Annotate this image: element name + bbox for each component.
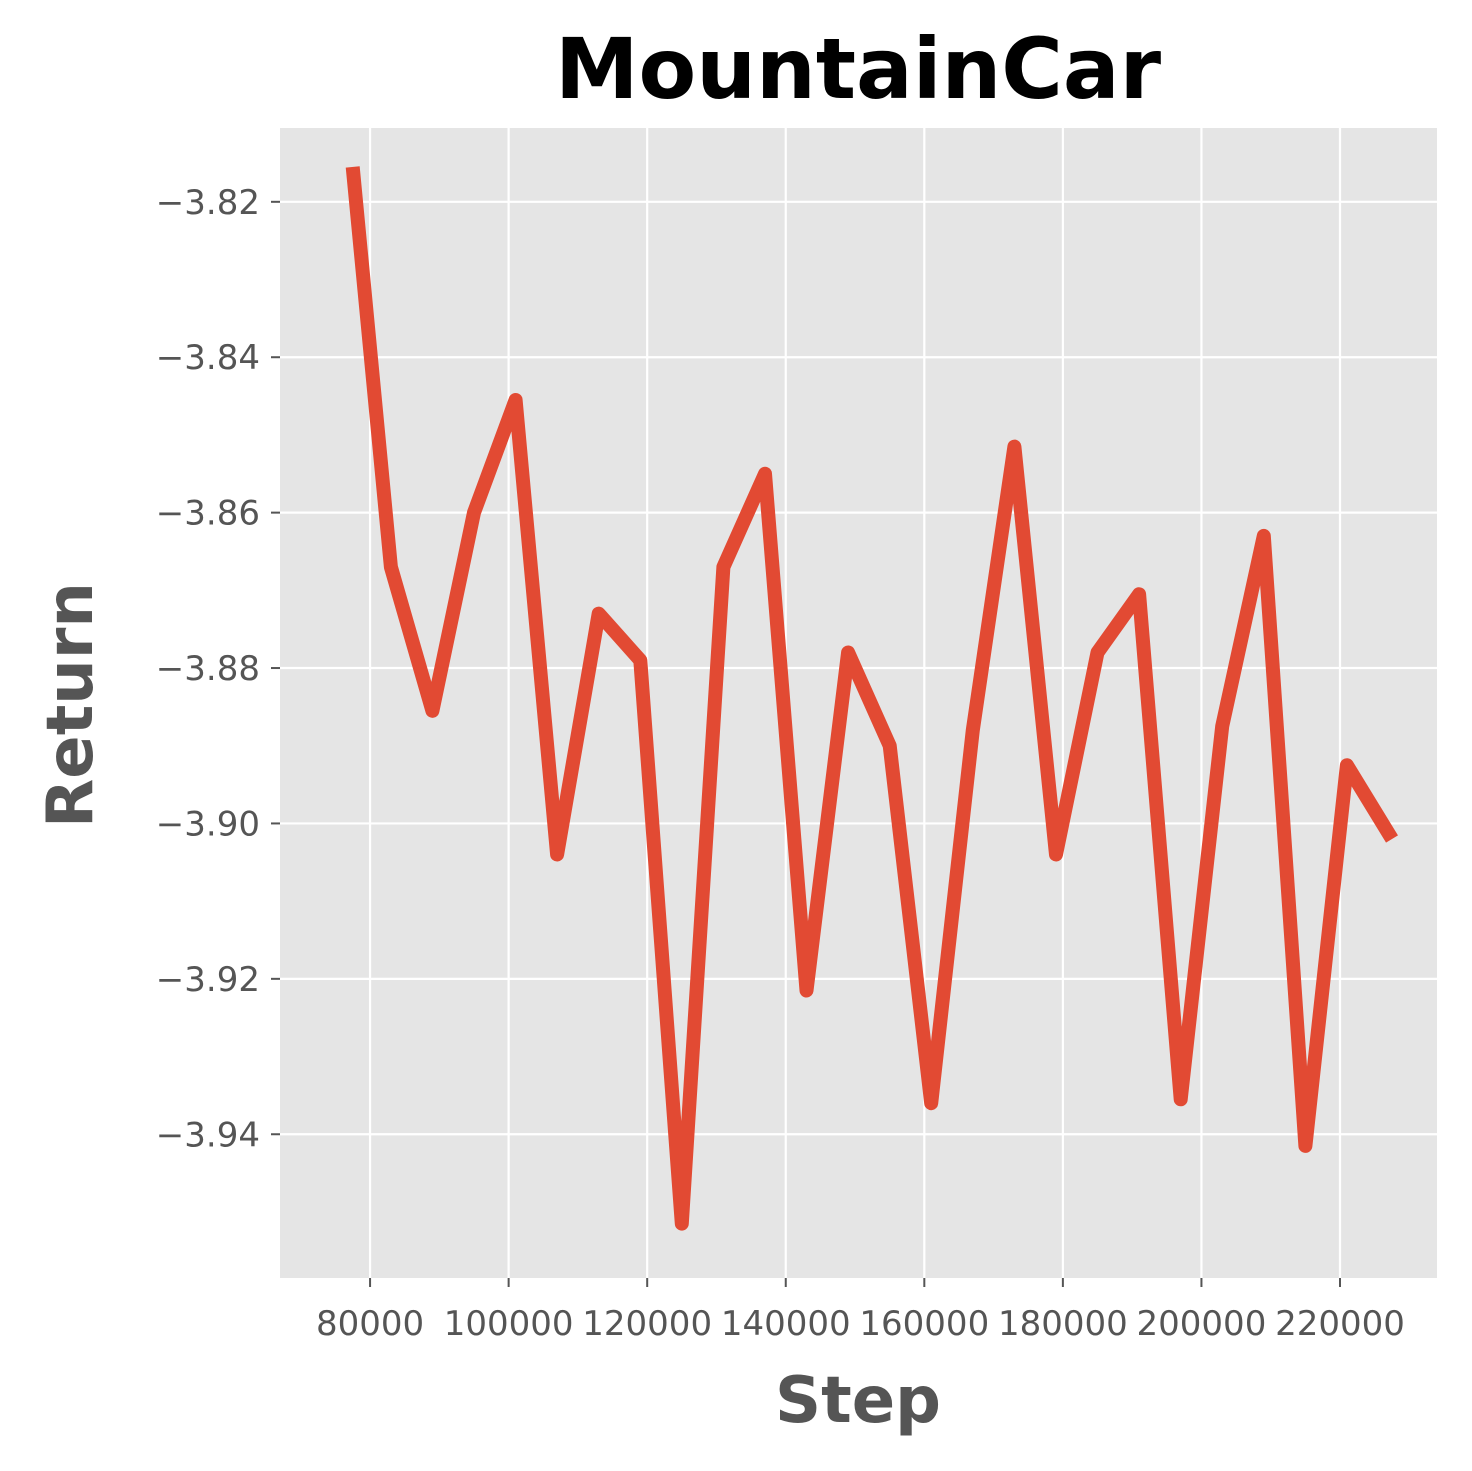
y-tick-label: −3.84	[156, 338, 260, 378]
x-tick-label: 220000	[1275, 1304, 1405, 1344]
x-axis-label: Step	[775, 1364, 941, 1438]
series-line	[345, 166, 1398, 1231]
y-tick-label: −3.94	[156, 1115, 260, 1155]
y-tick-label: −3.88	[156, 649, 260, 689]
y-tick-label: −3.86	[156, 494, 260, 534]
y-tick-label: −3.90	[156, 804, 260, 844]
y-tick-label: −3.82	[156, 183, 260, 223]
x-tick-label: 180000	[998, 1304, 1128, 1344]
x-tick-label: 200000	[1137, 1304, 1267, 1344]
y-axis-label: Return	[34, 582, 108, 828]
x-tick-label: 120000	[582, 1304, 712, 1344]
x-tick-label: 160000	[859, 1304, 989, 1344]
x-tick-label: 100000	[444, 1304, 574, 1344]
x-tick-label: 140000	[721, 1304, 851, 1344]
axis-ticks: 80000 100000 120000 140000 160000 180000 20000…	[156, 183, 1405, 1344]
x-tick-label: 80000	[316, 1304, 424, 1344]
series-layer	[345, 166, 1398, 1231]
plot-background	[280, 128, 1437, 1278]
chart-title: MountainCar	[555, 20, 1162, 118]
y-tick-label: −3.92	[156, 960, 260, 1000]
